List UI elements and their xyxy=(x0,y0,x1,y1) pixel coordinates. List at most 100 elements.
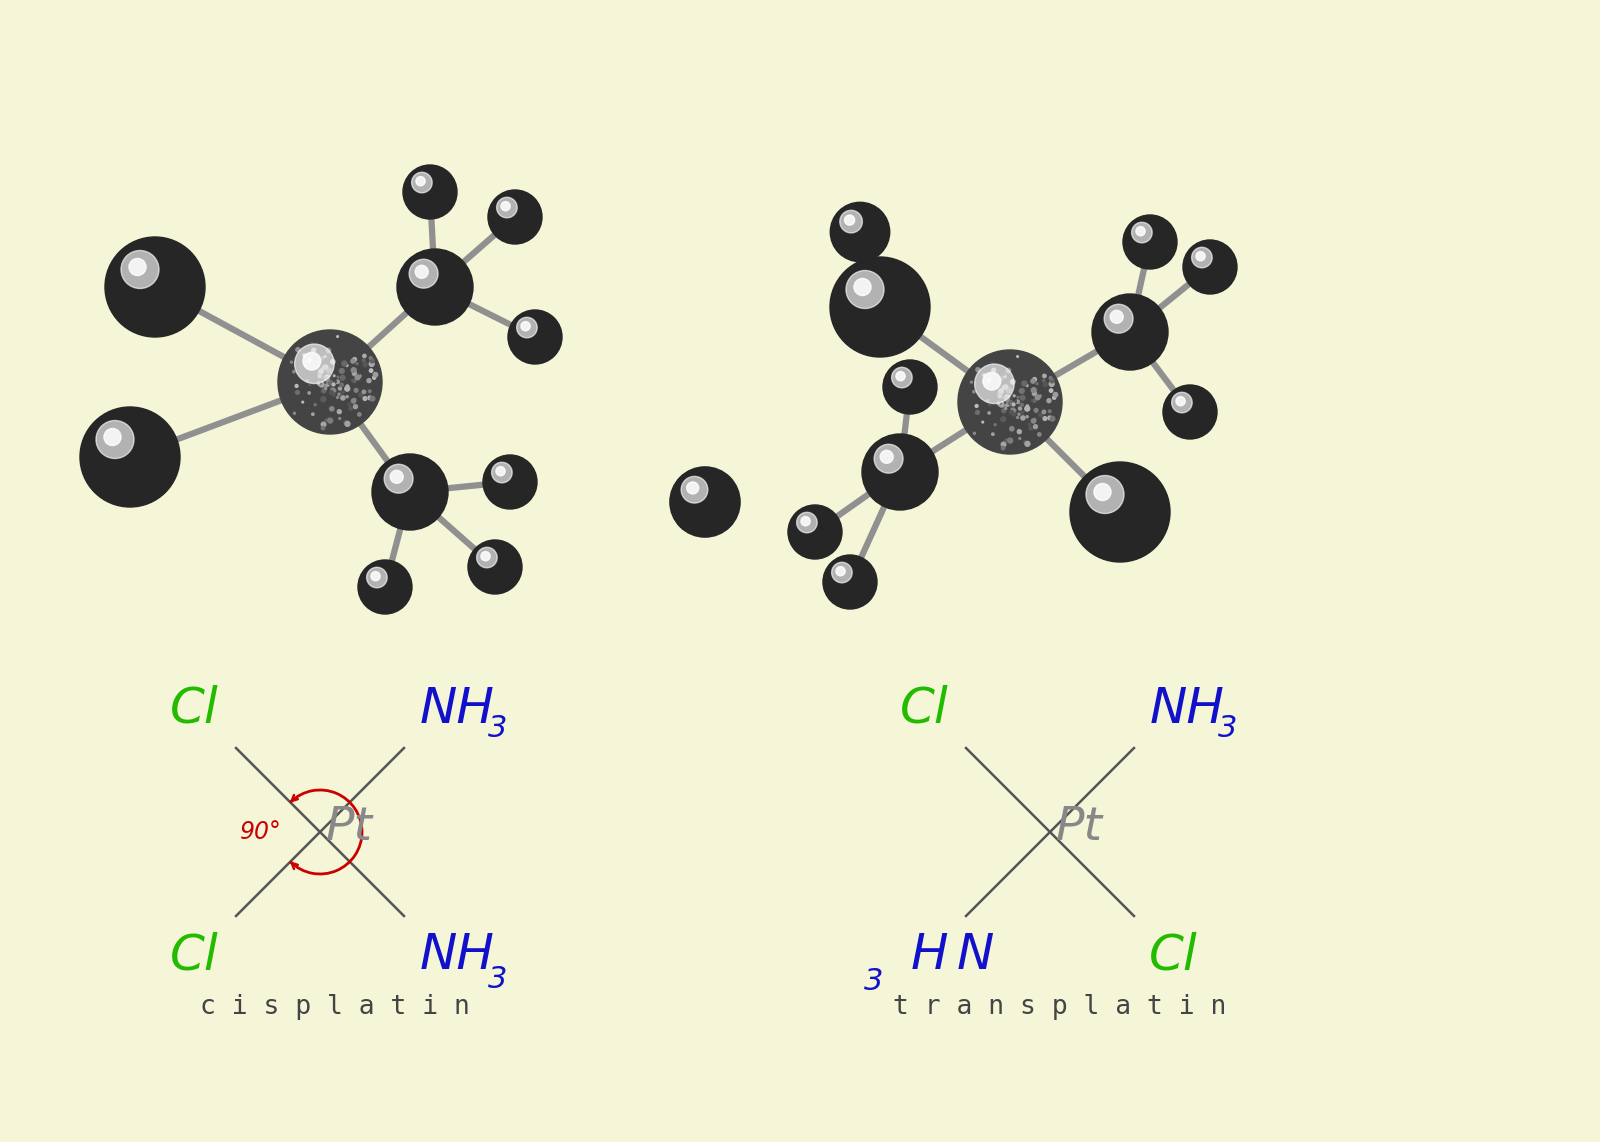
Circle shape xyxy=(410,263,458,309)
Circle shape xyxy=(360,561,411,612)
Circle shape xyxy=(408,170,451,212)
Circle shape xyxy=(856,283,899,325)
Circle shape xyxy=(800,517,829,545)
Circle shape xyxy=(371,573,397,598)
Circle shape xyxy=(1163,386,1216,439)
Circle shape xyxy=(498,469,520,492)
Circle shape xyxy=(838,571,858,590)
Circle shape xyxy=(488,560,499,571)
Circle shape xyxy=(832,562,853,582)
Circle shape xyxy=(1202,258,1216,273)
Circle shape xyxy=(1026,385,1027,386)
Circle shape xyxy=(864,290,891,317)
Circle shape xyxy=(523,325,544,346)
Circle shape xyxy=(338,393,341,395)
Circle shape xyxy=(370,572,398,601)
Circle shape xyxy=(144,276,158,291)
Circle shape xyxy=(506,478,510,482)
Circle shape xyxy=(1171,393,1192,412)
Circle shape xyxy=(790,508,838,555)
Circle shape xyxy=(99,427,157,484)
Circle shape xyxy=(307,359,310,362)
Circle shape xyxy=(363,396,366,401)
Circle shape xyxy=(832,259,928,354)
Circle shape xyxy=(1192,249,1226,283)
Circle shape xyxy=(1187,409,1189,411)
Circle shape xyxy=(962,354,1058,450)
Circle shape xyxy=(1104,305,1155,356)
Circle shape xyxy=(509,311,562,363)
Circle shape xyxy=(1010,397,1013,400)
Circle shape xyxy=(376,458,443,526)
Circle shape xyxy=(306,357,350,402)
Circle shape xyxy=(1104,496,1131,523)
Circle shape xyxy=(147,280,155,287)
Circle shape xyxy=(477,548,512,585)
Circle shape xyxy=(320,372,333,385)
Circle shape xyxy=(314,365,339,392)
Circle shape xyxy=(472,545,517,589)
Circle shape xyxy=(470,542,518,592)
Circle shape xyxy=(1173,395,1205,427)
Circle shape xyxy=(1086,475,1123,514)
Circle shape xyxy=(376,579,390,593)
Circle shape xyxy=(1197,254,1222,279)
Circle shape xyxy=(362,360,365,362)
Circle shape xyxy=(800,517,827,545)
Circle shape xyxy=(845,217,874,244)
Circle shape xyxy=(986,380,989,384)
Circle shape xyxy=(971,381,973,383)
Circle shape xyxy=(1003,376,1006,378)
Circle shape xyxy=(891,368,928,405)
Circle shape xyxy=(117,444,138,464)
Circle shape xyxy=(485,556,502,576)
Circle shape xyxy=(131,264,174,306)
Circle shape xyxy=(1018,413,1021,416)
Circle shape xyxy=(1110,502,1123,515)
Circle shape xyxy=(126,258,181,313)
Circle shape xyxy=(1136,228,1162,254)
Circle shape xyxy=(856,228,859,231)
Circle shape xyxy=(514,315,557,359)
Circle shape xyxy=(381,584,384,586)
Circle shape xyxy=(520,322,549,351)
Circle shape xyxy=(1006,369,1010,371)
Circle shape xyxy=(886,363,933,410)
Circle shape xyxy=(368,389,371,393)
Circle shape xyxy=(885,457,912,483)
Circle shape xyxy=(298,351,358,410)
Circle shape xyxy=(1016,355,1019,357)
Circle shape xyxy=(1099,301,1160,362)
Circle shape xyxy=(874,447,923,496)
Circle shape xyxy=(318,384,320,385)
Circle shape xyxy=(1018,396,1019,397)
Circle shape xyxy=(678,475,731,528)
Circle shape xyxy=(1024,441,1027,443)
Circle shape xyxy=(122,255,184,316)
Circle shape xyxy=(1005,395,1010,400)
Circle shape xyxy=(522,323,547,348)
Circle shape xyxy=(312,413,314,416)
Circle shape xyxy=(861,288,893,321)
Circle shape xyxy=(835,566,845,576)
Circle shape xyxy=(854,226,862,234)
Circle shape xyxy=(792,509,837,554)
Circle shape xyxy=(1198,255,1219,276)
Circle shape xyxy=(80,407,179,507)
Circle shape xyxy=(835,568,862,595)
Circle shape xyxy=(469,541,520,593)
Circle shape xyxy=(411,172,448,210)
Circle shape xyxy=(976,410,979,415)
Circle shape xyxy=(870,442,928,500)
Circle shape xyxy=(118,250,190,322)
Circle shape xyxy=(878,450,920,491)
Circle shape xyxy=(493,466,525,497)
Circle shape xyxy=(1018,429,1021,434)
Circle shape xyxy=(1006,388,1011,393)
Circle shape xyxy=(346,386,350,391)
Circle shape xyxy=(845,272,912,339)
Circle shape xyxy=(998,391,1014,407)
Circle shape xyxy=(378,580,389,590)
Circle shape xyxy=(682,478,726,524)
Circle shape xyxy=(296,348,362,413)
